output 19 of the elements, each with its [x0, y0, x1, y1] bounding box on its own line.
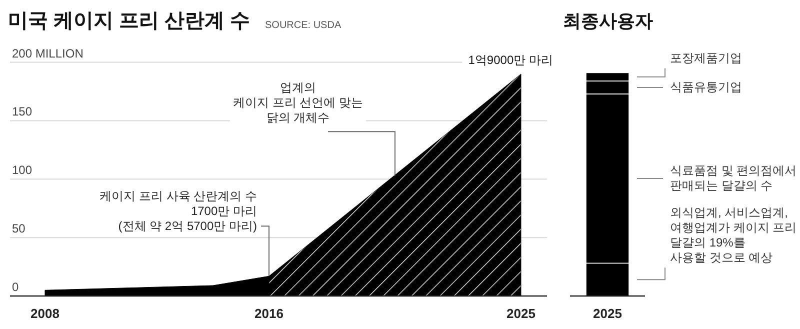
y-tick-label: 100: [12, 163, 32, 178]
text: 식료품점 및 편의점에서 판매되는 달걀의 수: [670, 164, 797, 193]
x-tick-label: 2025: [506, 306, 536, 321]
text: 식품유통기업: [670, 80, 742, 94]
annotation: 1억9000만 마리: [468, 52, 553, 67]
chart-title: 최종사용자: [563, 11, 653, 31]
annotation: 케이지 프리 사육 산란계의 수 1700만 마리 (전체 약 2억 5700만 마리): [100, 189, 257, 234]
chart-title: 미국 케이지 프리 산란계 수: [8, 10, 250, 32]
text: 포장제품기업: [670, 51, 742, 66]
y-tick-label: 0: [12, 280, 19, 294]
x-tick-label: 2016: [254, 306, 284, 321]
source-note: SOURCE: USDA: [265, 20, 342, 31]
x-tick-label: 2025: [593, 306, 622, 321]
y-tick-label: 150: [12, 104, 32, 119]
annotation: 업계의 케이지 프리 선언에 맞는 닭의 개체수: [232, 80, 363, 125]
y-tick-label: 200 MILLION: [12, 46, 84, 60]
x-tick-label: 2008: [30, 306, 60, 321]
y-tick-label: 50: [12, 222, 26, 236]
text: 외식업계, 서비스업계, 여행업계가 케이지 프리 달걀의 19%를 사용할 것으로 예상: [670, 206, 797, 265]
